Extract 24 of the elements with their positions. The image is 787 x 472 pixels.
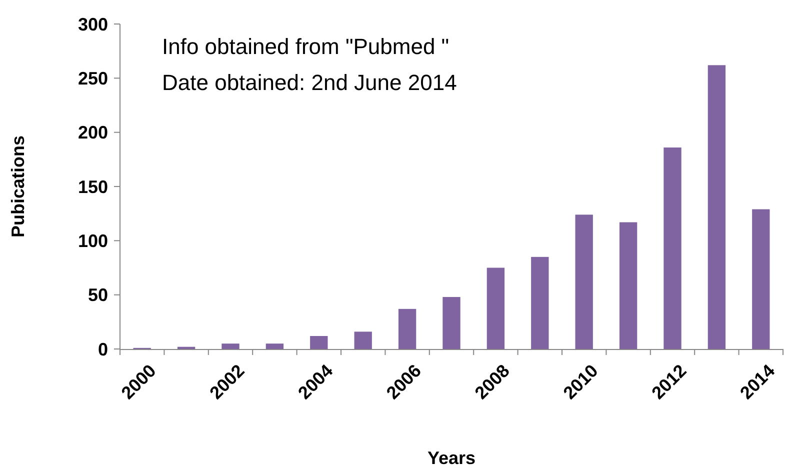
bar [354,332,372,349]
y-tick-label: 200 [78,122,108,143]
y-tick-label: 100 [78,230,108,251]
y-tick-label: 150 [78,176,108,197]
bar [619,222,638,349]
x-axis-title: Years [427,448,476,468]
bar [310,336,328,349]
annotation: Info obtained from "Pubmed " [162,34,450,59]
bar [266,344,284,349]
bar [398,308,416,349]
y-tick-label: 300 [78,14,108,34]
annotation: Date obtained: 2nd June 2014 [162,70,457,95]
bar [442,297,460,349]
y-tick-label: 250 [78,68,108,88]
bar [708,65,726,349]
bar [486,268,505,349]
bar [222,344,240,349]
bar [752,209,770,349]
bar [575,214,593,349]
bar [531,256,549,349]
y-tick-label: 0 [98,339,108,360]
bar [664,148,682,349]
y-axis-title: Pubications [8,135,28,238]
y-tick-label: 50 [88,285,108,306]
